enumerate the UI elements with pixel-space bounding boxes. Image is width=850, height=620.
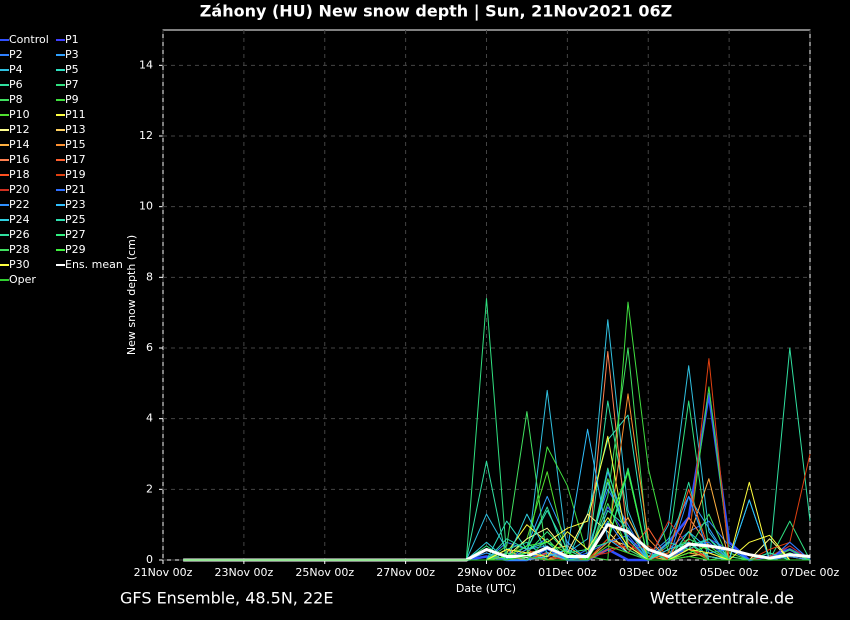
- x-axis-label: Date (UTC): [456, 582, 516, 595]
- legend-label: P27: [65, 228, 86, 241]
- legend-label: P6: [9, 78, 23, 91]
- y-tick-label: 10: [139, 200, 153, 213]
- legend-label: P24: [9, 213, 30, 226]
- chart-title: Záhony (HU) New snow depth | Sun, 21Nov2…: [200, 2, 672, 22]
- legend-label: P4: [9, 63, 23, 76]
- x-tick-label: 27Nov 00z: [376, 566, 435, 579]
- legend-label: P10: [9, 108, 30, 121]
- y-tick-label: 12: [139, 129, 153, 142]
- x-tick-label: 21Nov 00z: [134, 566, 193, 579]
- legend-label: P5: [65, 63, 79, 76]
- x-tick-label: 01Dec 00z: [538, 566, 597, 579]
- legend-label: P17: [65, 153, 86, 166]
- source-left: GFS Ensemble, 48.5N, 22E: [120, 589, 333, 608]
- x-tick-label: 05Dec 00z: [700, 566, 759, 579]
- legend-label: P18: [9, 168, 30, 181]
- legend-label: P15: [65, 138, 86, 151]
- legend-label: P21: [65, 183, 86, 196]
- legend-label: P19: [65, 168, 86, 181]
- y-axis-label: New snow depth (cm): [125, 235, 138, 355]
- legend-label: P14: [9, 138, 30, 151]
- legend-label: P8: [9, 93, 23, 106]
- legend-label: P28: [9, 243, 30, 256]
- x-tick-label: 03Dec 00z: [619, 566, 678, 579]
- legend-label: P1: [65, 33, 79, 46]
- x-tick-label: 29Nov 00z: [457, 566, 516, 579]
- legend-label: P13: [65, 123, 86, 136]
- x-tick-label: 07Dec 00z: [781, 566, 840, 579]
- legend-label: P12: [9, 123, 30, 136]
- series-line: [183, 545, 810, 561]
- legend-label: P7: [65, 78, 79, 91]
- legend-label: Oper: [9, 273, 36, 286]
- legend-label: P9: [65, 93, 79, 106]
- legend-label: P11: [65, 108, 86, 121]
- legend-label: P2: [9, 48, 23, 61]
- legend-label: P29: [65, 243, 86, 256]
- y-tick-label: 8: [146, 270, 153, 283]
- legend-label: Ens. mean: [65, 258, 123, 271]
- y-tick-label: 0: [146, 553, 153, 566]
- legend-label: P30: [9, 258, 30, 271]
- legend-label: P23: [65, 198, 86, 211]
- legend-label: Control: [9, 33, 49, 46]
- y-tick-label: 6: [146, 341, 153, 354]
- y-tick-label: 14: [139, 58, 153, 71]
- x-tick-label: 25Nov 00z: [295, 566, 354, 579]
- legend-label: P25: [65, 213, 86, 226]
- legend-label: P3: [65, 48, 79, 61]
- y-tick-label: 2: [146, 482, 153, 495]
- legend-label: P16: [9, 153, 30, 166]
- x-tick-label: 23Nov 00z: [215, 566, 274, 579]
- legend-label: P22: [9, 198, 30, 211]
- y-tick-label: 4: [146, 412, 153, 425]
- legend-label: P20: [9, 183, 30, 196]
- legend-label: P26: [9, 228, 30, 241]
- source-right: Wetterzentrale.de: [650, 589, 794, 608]
